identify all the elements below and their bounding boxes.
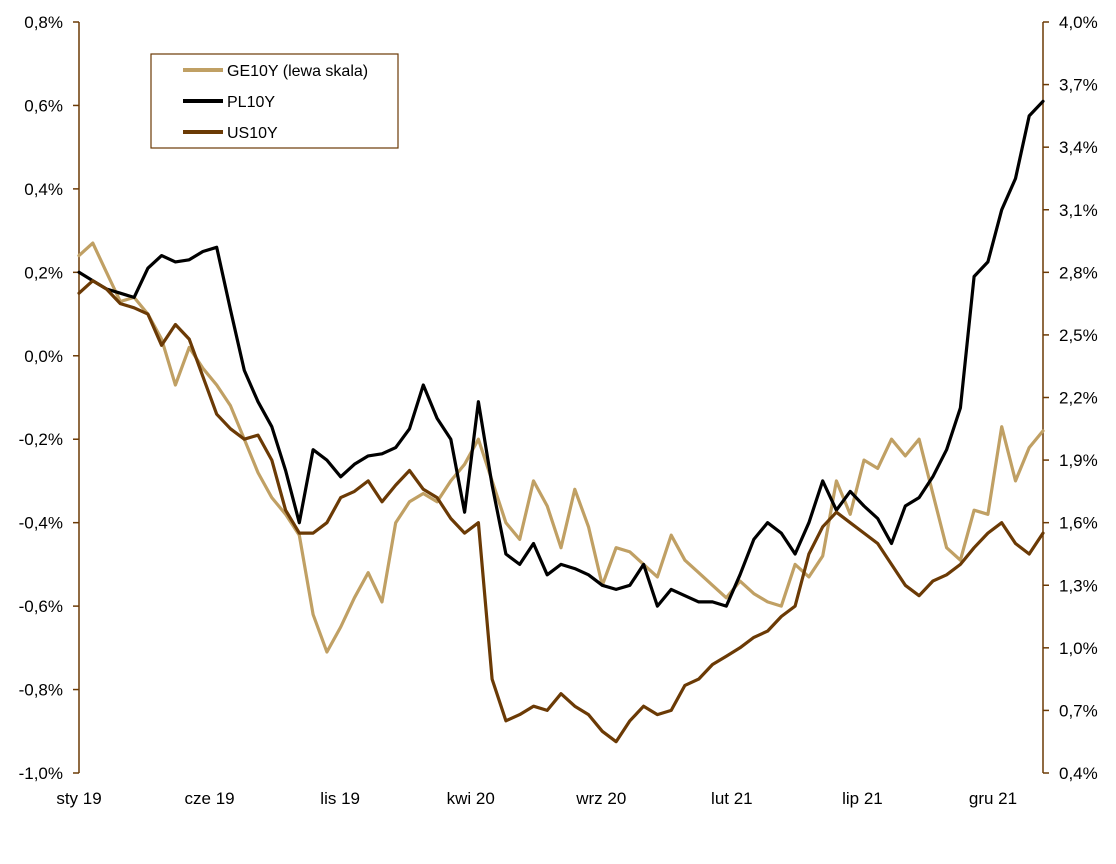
left-y-tick-label: -0,2%	[19, 430, 63, 449]
axes-layer: -1,0% -0,8% -0,6% -0,4% -0,2% 0,0% 0,2% 0,4% 0,6…	[19, 13, 1098, 808]
left-y-tick-label: 0,4%	[24, 180, 63, 199]
x-tick-label: cze 19	[185, 789, 235, 808]
left-y-tick-label: -0,4%	[19, 514, 63, 533]
left-y-tick-label: 0,8%	[24, 13, 63, 32]
legend-label: GE10Y (lewa skala)	[227, 63, 368, 80]
left-y-tick-label: 0,2%	[24, 263, 63, 282]
series-line-pl10y	[77, 99, 1045, 608]
right-y-tick-label: 1,0%	[1059, 639, 1098, 658]
x-tick-label: lis 19	[320, 789, 360, 808]
right-y-tick-label: 3,1%	[1059, 201, 1098, 220]
right-y-tick-label: 3,7%	[1059, 76, 1098, 95]
right-y-tick-label: 3,4%	[1059, 138, 1098, 157]
legend-label: PL10Y	[227, 94, 275, 111]
left-y-tick-label: -0,8%	[19, 681, 63, 700]
legend-label: US10Y	[227, 125, 278, 142]
right-y-tick-label: 2,8%	[1059, 263, 1098, 282]
x-tick-label: gru 21	[969, 789, 1017, 808]
right-y-tick-label: 0,7%	[1059, 701, 1098, 720]
left-y-tick-label: -1,0%	[19, 764, 63, 783]
left-y-tick-label: 0,0%	[24, 347, 63, 366]
right-y-tick-label: 1,9%	[1059, 451, 1098, 470]
series-line-us10y	[77, 279, 1045, 744]
x-tick-label: kwi 20	[447, 789, 495, 808]
series-line-ge10y	[77, 241, 1045, 654]
right-y-tick-label: 4,0%	[1059, 13, 1098, 32]
right-y-tick-label: 1,3%	[1059, 576, 1098, 595]
left-y-tick-label: 0,6%	[24, 96, 63, 115]
x-tick-label: lut 21	[711, 789, 753, 808]
legend: GE10Y (lewa skala) PL10Y US10Y	[150, 53, 399, 149]
x-tick-label: wrz 20	[575, 789, 626, 808]
right-y-tick-label: 0,4%	[1059, 764, 1098, 783]
x-tick-label: lip 21	[842, 789, 883, 808]
left-y-tick-label: -0,6%	[19, 597, 63, 616]
right-y-tick-label: 2,5%	[1059, 326, 1098, 345]
x-tick-label: sty 19	[56, 789, 101, 808]
right-y-tick-label: 2,2%	[1059, 389, 1098, 408]
series-layer	[77, 99, 1045, 744]
right-y-tick-label: 1,6%	[1059, 514, 1098, 533]
